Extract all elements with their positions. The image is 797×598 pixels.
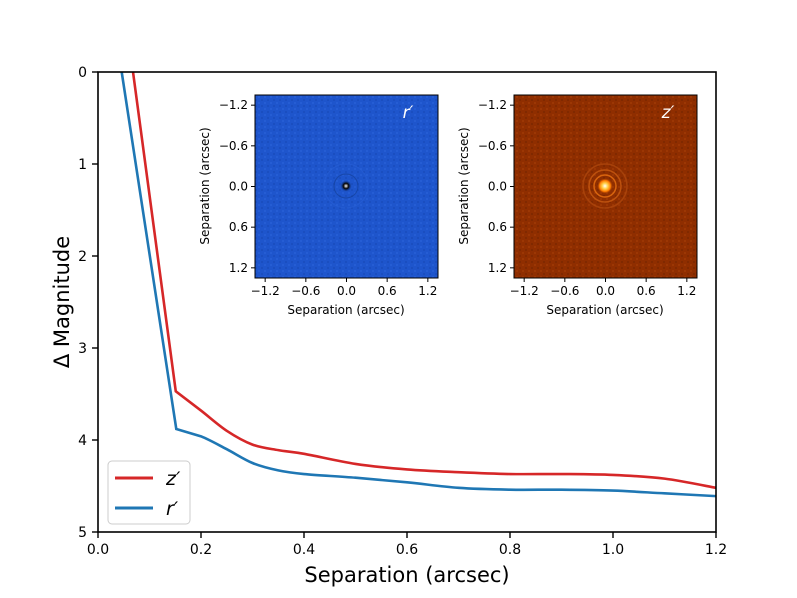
main-series-group: [120, 71, 717, 498]
inset-z-x-tick-label: 0.0: [596, 284, 615, 298]
inset-r-x-tick-label: −1.2: [251, 284, 280, 298]
main-x-tick-label: 0.8: [499, 542, 521, 558]
inset-r-x-tick-label: 1.2: [418, 284, 437, 298]
series-line-z: [131, 71, 717, 490]
inset-r-x-tick-label: −0.6: [291, 284, 320, 298]
main-y-tick-label: 2: [78, 249, 87, 265]
main-y-tick-label: 1: [78, 157, 87, 173]
inset-r-halo-outer: [323, 163, 369, 209]
main-y-axis-label: Δ Magnitude: [50, 236, 74, 368]
inset-r-title: r′: [403, 103, 414, 123]
inset-z-x-tick-label: 1.2: [677, 284, 696, 298]
main-y-tick-label: 4: [78, 433, 87, 449]
inset-r-y-ticks: −1.2 −0.6 0.0 0.6 1.2: [219, 98, 255, 275]
inset-z-x-tick-label: −0.6: [550, 284, 579, 298]
inset-z-y-tick-label: 0.6: [488, 220, 507, 234]
inset-z-y-tick-label: −1.2: [478, 98, 507, 112]
inset-z-ring-3: [582, 163, 628, 209]
main-x-tick-label: 1.0: [602, 542, 624, 558]
inset-z-y-axis-label: Separation (arcsec): [457, 127, 471, 244]
main-x-tick-label: 1.2: [705, 542, 727, 558]
inset-z-source: [597, 178, 613, 194]
inset-r-y-axis-label: Separation (arcsec): [198, 127, 212, 244]
legend-label-r: r′: [166, 498, 179, 520]
inset-z-x-tick-label: 0.6: [637, 284, 656, 298]
inset-r-x-tick-label: 0.0: [337, 284, 356, 298]
legend: z′ r′: [107, 460, 191, 525]
inset-z-y-tick-label: 0.0: [488, 180, 507, 194]
legend-label-z: z′: [165, 468, 181, 490]
inset-r-halo: [333, 173, 359, 199]
inset-r-source: [340, 180, 352, 192]
inset-z-y-ticks: −1.2 −0.6 0.0 0.6 1.2: [478, 98, 514, 275]
inset-z-y-tick-label: 1.2: [488, 261, 507, 275]
inset-r-y-tick-label: 1.2: [229, 261, 248, 275]
series-line-r: [120, 71, 717, 498]
inset-z-x-axis-label: Separation (arcsec): [546, 303, 663, 317]
inset-z-title: z′: [661, 103, 675, 123]
main-x-ticks: 0.0 0.2 0.4 0.6 0.8 1.0 1.2: [87, 532, 727, 558]
inset-r-y-tick-label: −0.6: [219, 139, 248, 153]
inset-z-ring-2: [588, 169, 622, 203]
inset-r-y-tick-label: −1.2: [219, 98, 248, 112]
main-x-tick-label: 0.0: [87, 542, 109, 558]
inset-r-x-axis-label: Separation (arcsec): [287, 303, 404, 317]
main-x-tick-label: 0.2: [190, 542, 212, 558]
inset-z-x-ticks: −1.2 −0.6 0.0 0.6 1.2: [510, 278, 696, 298]
main-y-tick-label: 0: [78, 65, 87, 81]
main-chart: 0.0 0.2 0.4 0.6 0.8 1.0 1.2 0 1 2 3 4 5 Separation …: [50, 65, 727, 587]
inset-r-x-tick-label: 0.6: [378, 284, 397, 298]
main-y-tick-label: 3: [78, 341, 87, 357]
main-x-axis-label: Separation (arcsec): [304, 563, 509, 587]
inset-r-y-tick-label: 0.0: [229, 180, 248, 194]
inset-z-y-tick-label: −0.6: [478, 139, 507, 153]
main-x-tick-label: 0.4: [293, 542, 315, 558]
inset-z-image: −1.2 −0.6 0.0 0.6 1.2 −1.2 −0.6 0.0 0.6 1.2 z′ S…: [457, 94, 698, 317]
inset-r-y-tick-label: 0.6: [229, 220, 248, 234]
inset-r-x-ticks: −1.2 −0.6 0.0 0.6 1.2: [251, 278, 437, 298]
inset-r-image: −1.2 −0.6 0.0 0.6 1.2 −1.2 −0.6 0.0 0.6 1.2 r′ S…: [198, 94, 439, 317]
main-y-ticks: 0 1 2 3 4 5: [78, 65, 98, 541]
inset-z-x-tick-label: −1.2: [510, 284, 539, 298]
main-y-tick-label: 5: [78, 525, 87, 541]
inset-z-ring-1: [593, 174, 617, 198]
main-x-tick-label: 0.6: [396, 542, 418, 558]
